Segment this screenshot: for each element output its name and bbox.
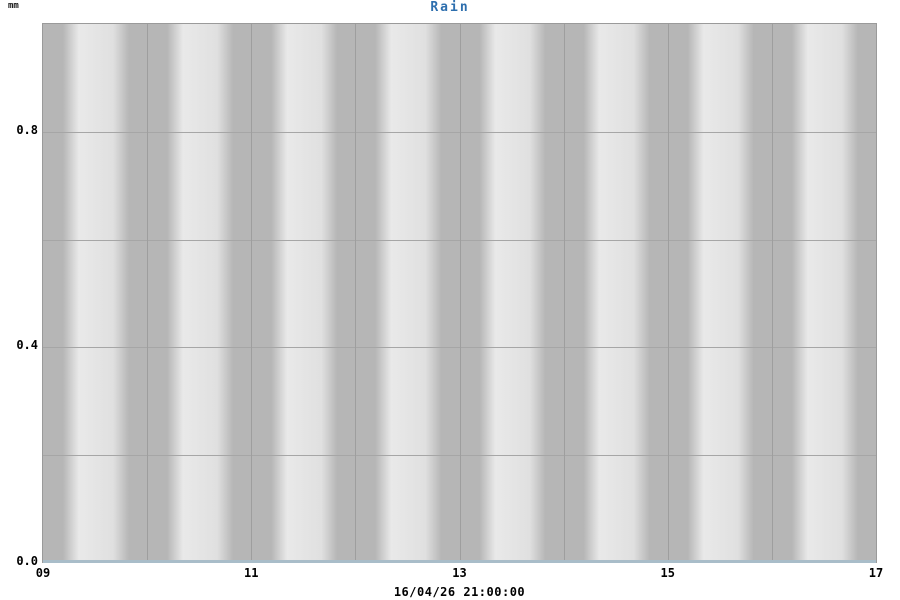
y-tick-label: 0.8: [16, 122, 38, 137]
footer-timestamp: 16/04/26 21:00:00: [393, 585, 526, 599]
y-tick-label: 0.0: [16, 554, 38, 568]
vertical-gridline: [667, 24, 669, 563]
plot-area: [42, 23, 877, 563]
vertical-gridline: [459, 24, 461, 563]
vertical-gridline: [251, 24, 253, 563]
y-axis-unit-label: mm: [8, 1, 19, 11]
vertical-gridline: [771, 24, 773, 563]
x-tick-label: 15: [660, 566, 675, 580]
chart-title: Rain: [430, 0, 470, 15]
vertical-gridline: [147, 24, 149, 563]
vertical-gridline: [355, 24, 357, 563]
x-tick-label: 11: [244, 566, 259, 580]
y-tick-label: 0.4: [16, 338, 38, 353]
x-tick-label: 13: [452, 566, 467, 580]
vertical-gridline: [563, 24, 565, 563]
rain-zero-value-line: [43, 560, 876, 563]
x-tick-label: 17: [868, 566, 884, 580]
x-tick-label: 09: [35, 566, 51, 580]
